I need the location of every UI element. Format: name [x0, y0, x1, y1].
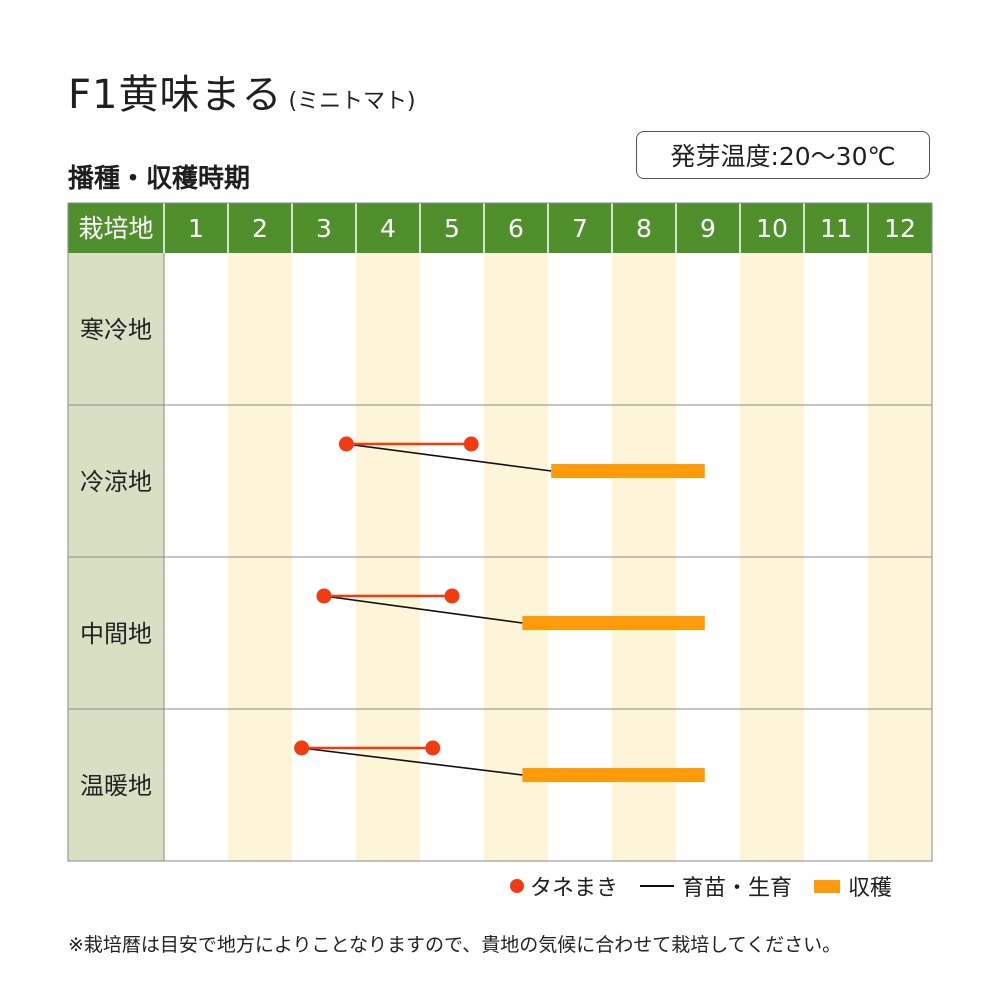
legend-line-icon — [640, 885, 675, 887]
legend-bar-icon — [814, 879, 841, 893]
month-label-5: 5 — [444, 214, 460, 243]
month-label-11: 11 — [820, 214, 852, 243]
sowing-start-dot — [338, 436, 354, 452]
month-label-4: 4 — [380, 214, 396, 243]
sowing-end-dot — [463, 436, 479, 452]
legend: タネまき 育苗・生育 収穫 — [510, 870, 892, 902]
corner-label: 栽培地 — [78, 214, 153, 243]
title-main: F1黄味まる — [68, 72, 283, 118]
region-label: 冷涼地 — [80, 468, 152, 496]
month-label-7: 7 — [572, 214, 588, 243]
month-label-1: 1 — [188, 214, 204, 243]
title: F1黄味まる (ミニトマト) — [68, 62, 416, 120]
month-label-8: 8 — [636, 214, 652, 243]
header-band — [68, 203, 932, 253]
sowing-end-dot — [444, 588, 460, 604]
germination-temperature: 発芽温度:20〜30℃ — [636, 131, 930, 179]
month-label-12: 12 — [884, 214, 916, 243]
subtitle: 播種・収穫時期 — [68, 164, 251, 194]
nursery-line — [346, 443, 552, 472]
legend-dot-icon — [510, 879, 524, 893]
sowing-start-dot — [294, 740, 310, 756]
table-border — [67, 202, 933, 862]
nursery-line — [301, 747, 523, 776]
region-label: 寒冷地 — [80, 316, 152, 344]
harvest-bar — [522, 616, 705, 630]
nursery-line — [323, 595, 523, 624]
legend-sowing: タネまき — [510, 870, 618, 902]
legend-sowing-label: タネまき — [530, 876, 619, 901]
legend-nursery: 育苗・生育 — [640, 870, 792, 902]
legend-nursery-label: 育苗・生育 — [682, 876, 793, 901]
region-label: 温暖地 — [80, 772, 152, 800]
harvest-bar — [551, 464, 705, 478]
legend-harvest: 収穫 — [814, 870, 892, 902]
sowing-start-dot — [316, 588, 332, 604]
month-label-6: 6 — [508, 214, 524, 243]
month-label-9: 9 — [700, 214, 716, 243]
sowing-end-dot — [425, 740, 441, 756]
region-label: 中間地 — [80, 620, 152, 648]
title-sub: (ミニトマト) — [288, 89, 416, 114]
month-label-3: 3 — [316, 214, 332, 243]
month-label-10: 10 — [756, 214, 788, 243]
legend-harvest-label: 収穫 — [848, 876, 893, 901]
footnote: ※栽培暦は目安で地方によりことなりますので、貴地の気候に合わせて栽培してください… — [68, 934, 842, 956]
harvest-bar — [522, 768, 705, 782]
month-label-2: 2 — [252, 214, 268, 243]
